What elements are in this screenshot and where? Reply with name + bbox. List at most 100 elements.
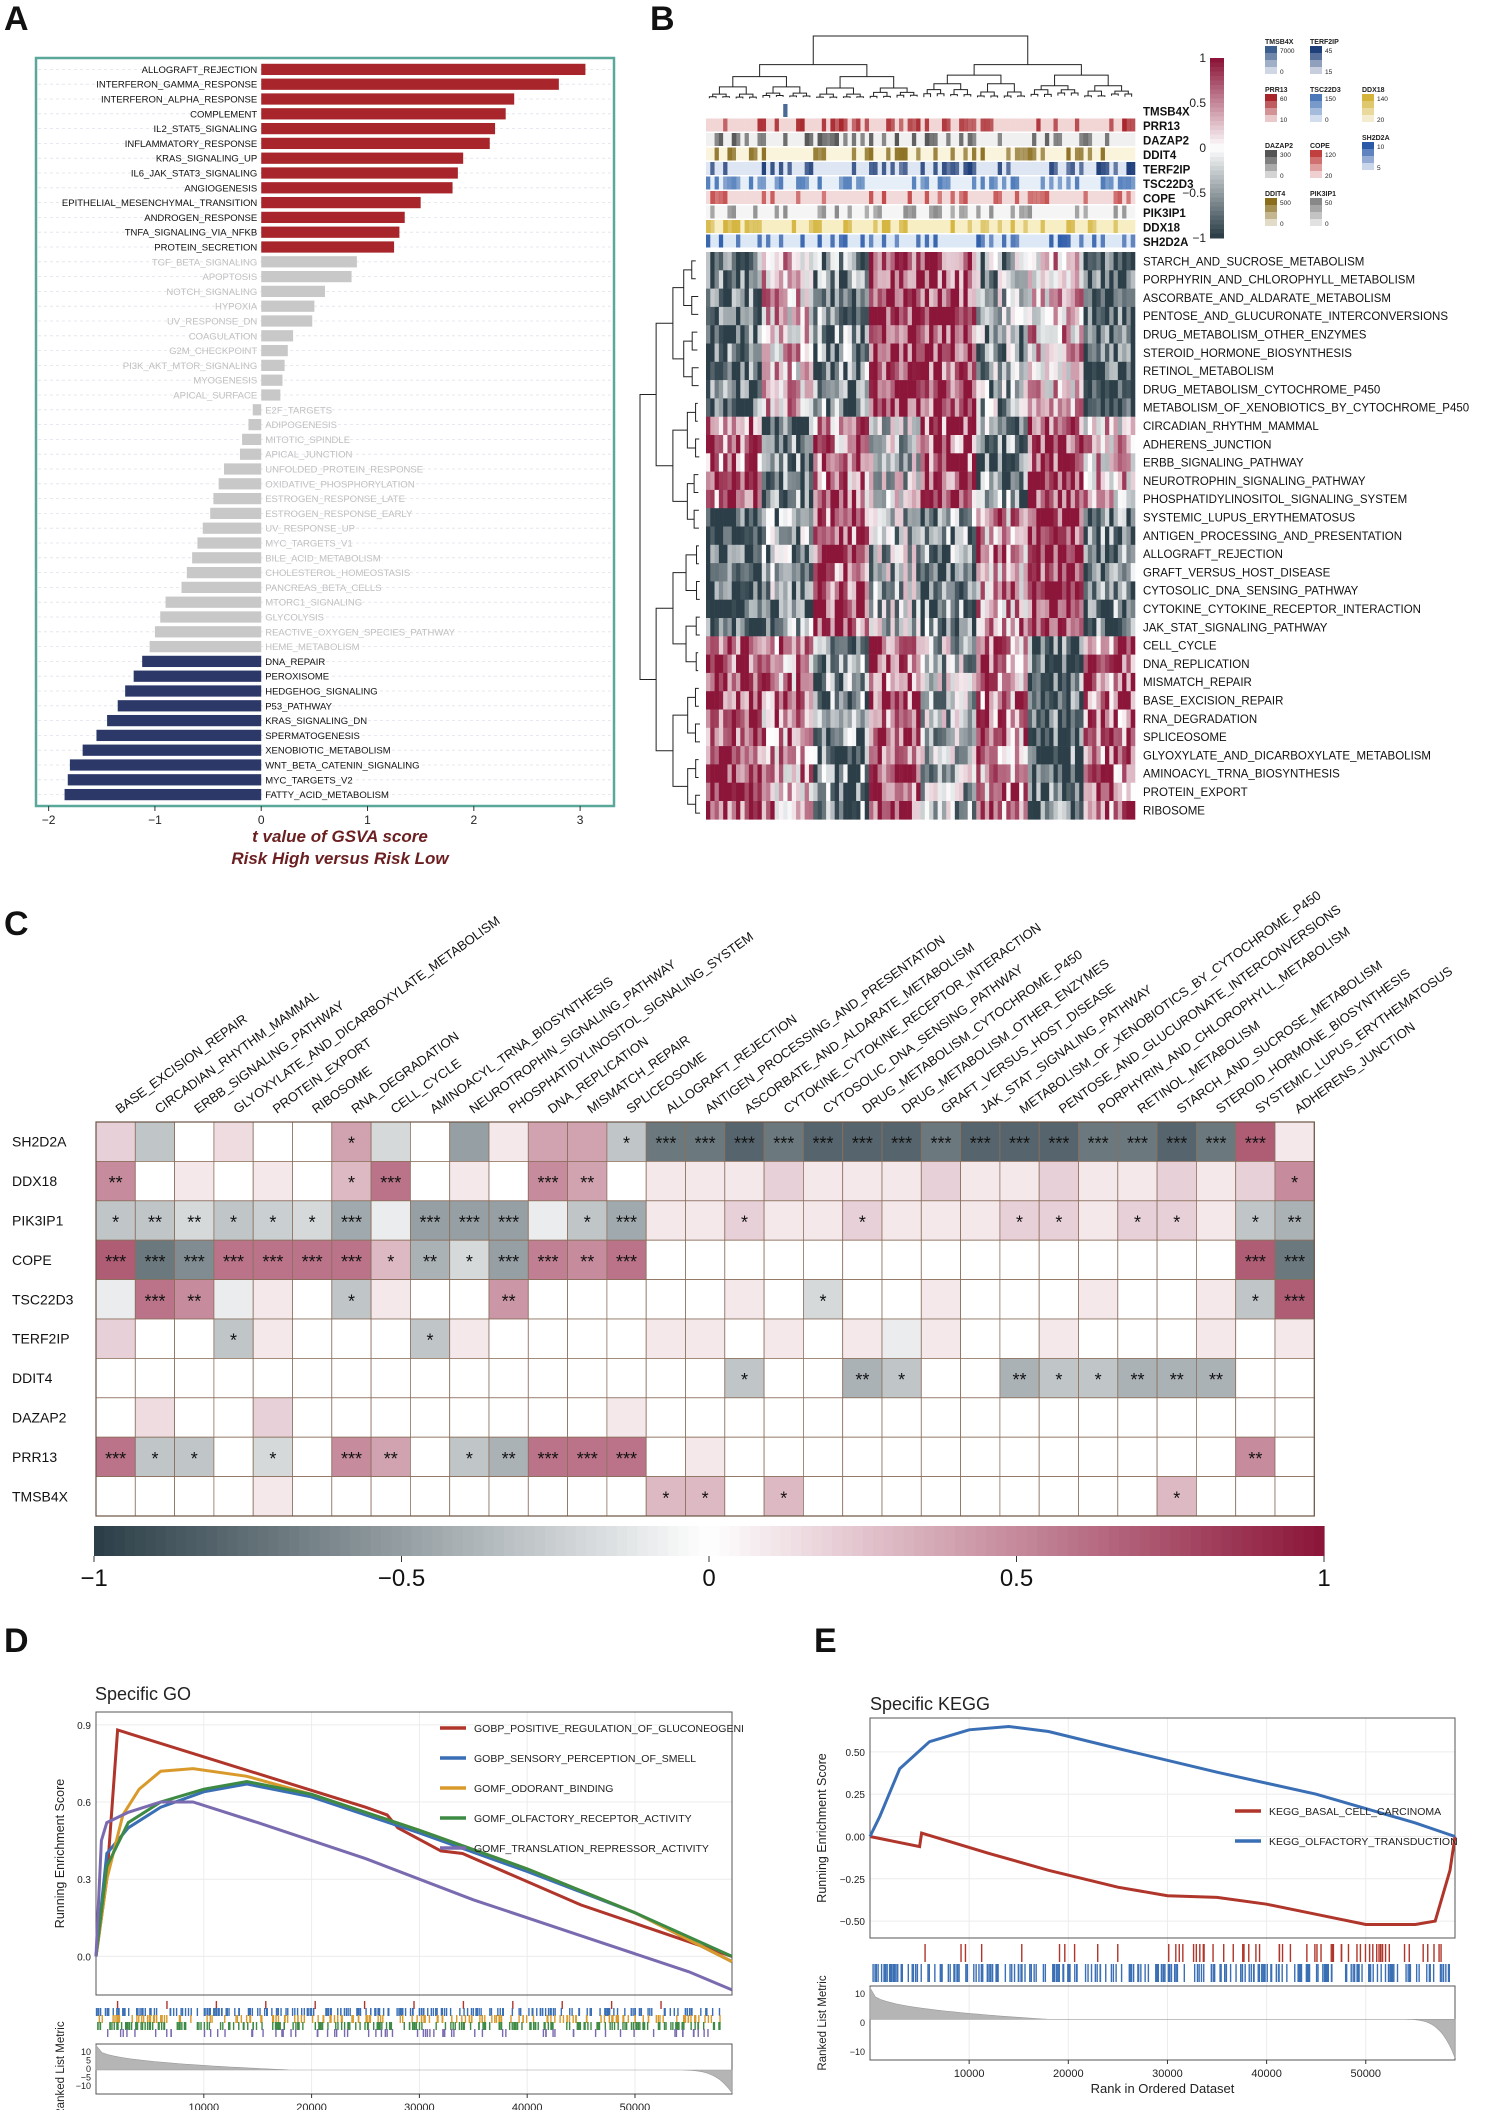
heat-cell [993,672,999,692]
heat-cell [1066,599,1071,619]
corr-cell [960,1358,1001,1399]
heat-cell [946,691,951,710]
anno-cell [1049,162,1054,175]
anno-cell [1109,147,1114,161]
heat-cell [1113,563,1119,582]
heat-cell [723,380,728,399]
heat-cell [911,270,917,289]
significance-stars: * [427,1331,434,1351]
heat-cell [933,380,938,399]
legend-low: 5 [1377,165,1381,172]
column-dendrogram [708,35,1133,99]
heat-cell [873,288,878,308]
heat-cell [1066,526,1071,546]
heat-cell [1070,636,1076,655]
heat-cell [800,343,805,363]
heat-cell [971,672,977,692]
heat-cell [1006,361,1011,381]
anno-cell [916,118,921,132]
heat-cell [1036,746,1041,765]
heat-cell [838,581,844,600]
heat-cell [984,727,990,747]
heat-cell [864,672,870,692]
significance-stars: ** [502,1291,516,1311]
legend-swatch [1265,198,1277,205]
anno-cell [1066,220,1071,233]
colorbar-step [1210,215,1224,221]
heat-cell [1032,252,1037,271]
anno-cell [813,205,818,219]
heat-cell [1053,654,1059,674]
bar-label: PROTEIN_SECRETION [154,243,257,254]
heat-cell [1126,782,1132,802]
heat-cell [830,636,835,655]
heat-cell [718,672,724,692]
heat-cell [774,746,780,765]
anno-cell [903,191,908,204]
heat-cell [1096,709,1101,729]
heat-cell [1070,764,1076,783]
heat-cell [1006,691,1011,710]
heat-cell [894,544,900,564]
heat-cell [1087,544,1093,564]
heat-cell [963,270,968,289]
heat-cell [1109,306,1114,326]
anno-cell [1117,118,1123,132]
heat-cell [748,727,754,747]
heat-cell [1113,544,1119,564]
heat-cell [1083,416,1089,436]
heat-cell [894,361,900,381]
heat-cell [1023,306,1029,326]
anno-cell [1100,133,1106,146]
heat-cell [830,563,835,582]
heat-cell [808,654,814,674]
heat-cell [1040,471,1046,491]
heat-cell [1027,672,1033,692]
colorbar-step [94,1526,105,1556]
legend-low: 0 [1325,117,1329,124]
heat-cell [778,636,784,655]
corr-cell [881,1161,922,1202]
bar-label: FATTY_ACID_METABOLISM [265,790,389,801]
heat-cell [929,343,934,363]
heat-cell [1130,526,1136,546]
bar-pancreas_beta_cells [181,581,262,594]
heat-cell [1096,325,1101,344]
heat-cell [813,325,818,344]
anno-cell [997,176,1003,190]
heat-cell [967,654,973,674]
heat-cell [980,380,986,399]
heat-cell [886,435,891,454]
anno-cell [971,162,977,175]
anno-cell [834,234,840,248]
corr-cell [95,1476,136,1517]
heat-cell [1006,636,1011,655]
heat-cell [1100,361,1106,381]
heat-cell [817,489,823,509]
anno-cell [984,118,990,132]
anno-cell [1044,147,1050,161]
panel-a-xlabel: t value of GSVA score [252,827,428,846]
bar-adipogenesis [248,418,262,431]
heat-cell [1087,453,1093,472]
heat-cell [963,361,968,381]
heat-cell [1083,727,1089,747]
heat-cell [800,746,805,765]
anno-cell [1057,162,1063,175]
panel-b: B TMSB4XPRR13DAZAP2DDIT4TERF2IPTSC22D3CO… [639,0,1469,820]
heat-cell [1074,563,1080,582]
heat-cell [1100,691,1106,710]
bar-spermatogenesis [96,729,262,742]
anno-cell [1096,234,1101,248]
anno-cell [903,205,908,219]
anno-cell [941,118,947,132]
corr-cell [527,1318,568,1359]
heat-cell [766,782,771,802]
heat-cell [770,288,775,308]
heat-cell [864,709,870,729]
heat-cell [800,672,805,692]
heat-cell [989,563,994,582]
heat-cell [1014,764,1020,783]
corr-cell [331,1476,372,1517]
heat-cell [903,581,908,600]
